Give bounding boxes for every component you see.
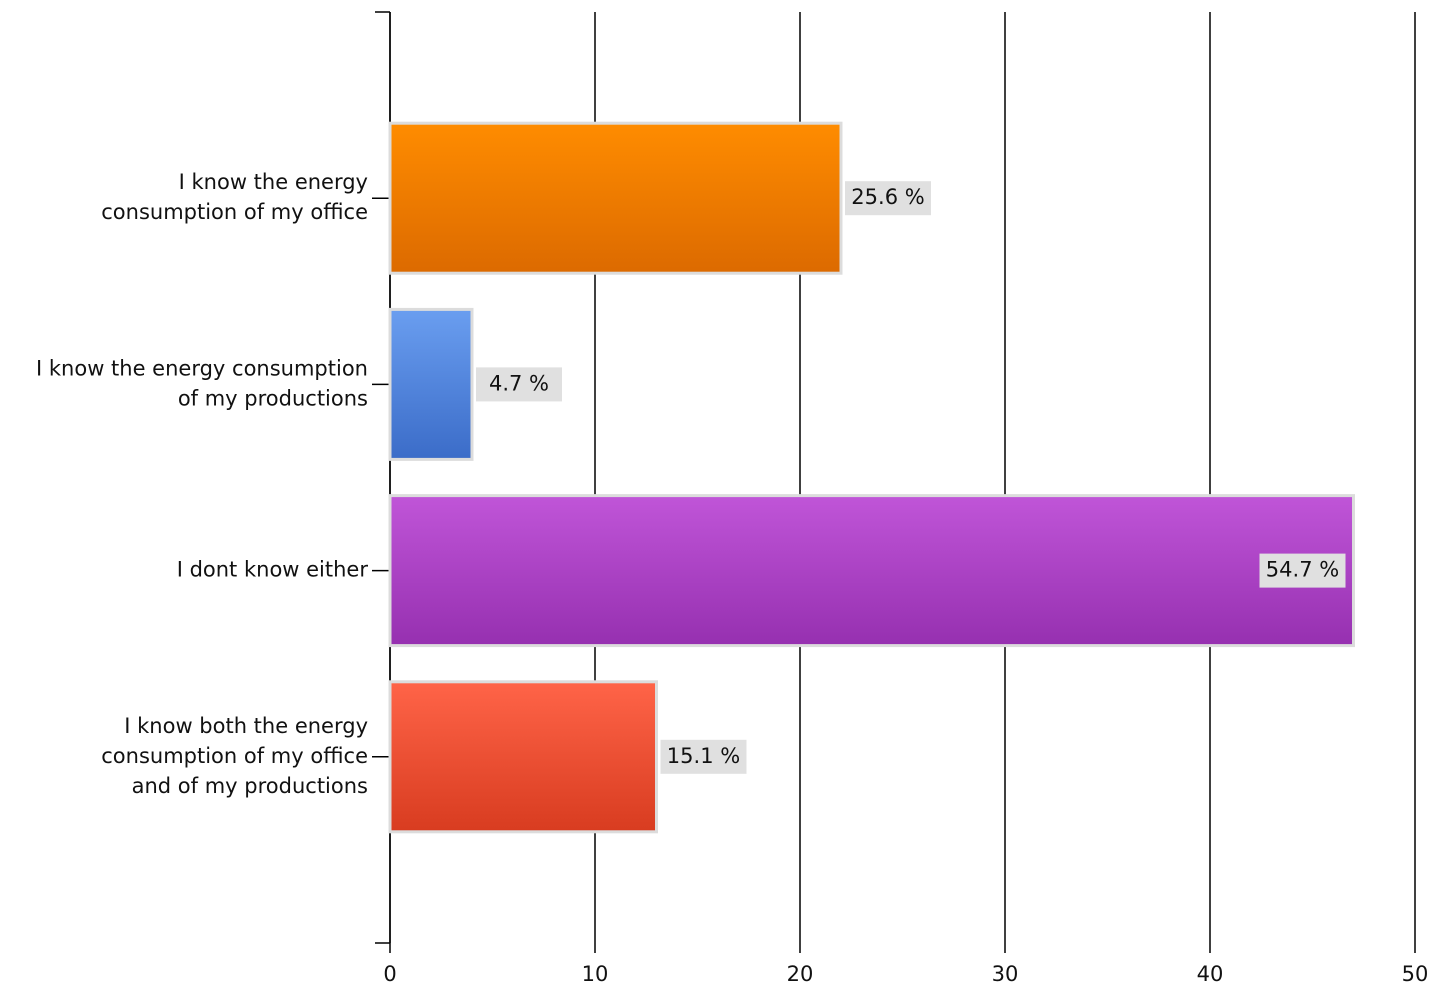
data-label: 25.6 % — [851, 185, 924, 209]
x-tick-label: 0 — [383, 962, 396, 986]
x-tick-label: 10 — [582, 962, 609, 986]
bar — [388, 307, 474, 461]
x-tick-label: 50 — [1402, 962, 1429, 986]
y-tick-label: of my productions — [178, 386, 368, 410]
y-tick-label: I know the energy — [179, 170, 368, 194]
bar — [388, 494, 1355, 648]
data-label: 15.1 % — [667, 744, 740, 768]
y-tick-label: I know the energy consumption — [36, 356, 368, 380]
bar — [388, 680, 658, 834]
data-label: 4.7 % — [489, 371, 549, 395]
data-label: 54.7 % — [1266, 558, 1339, 582]
y-tick-label: consumption of my office — [101, 200, 368, 224]
data-label-box — [845, 181, 931, 216]
data-label-box — [660, 739, 747, 774]
y-tick-label: consumption of my office — [101, 744, 368, 768]
x-tick-label: 30 — [992, 962, 1019, 986]
data-label-box — [1259, 553, 1346, 588]
x-tick-label: 40 — [1197, 962, 1224, 986]
data-label-box — [476, 367, 562, 402]
y-tick-label: I dont know either — [177, 558, 369, 582]
y-tick-label: and of my productions — [132, 774, 368, 798]
y-tick-label: I know both the energy — [124, 714, 368, 738]
bar — [388, 121, 843, 275]
x-tick-label: 20 — [787, 962, 814, 986]
